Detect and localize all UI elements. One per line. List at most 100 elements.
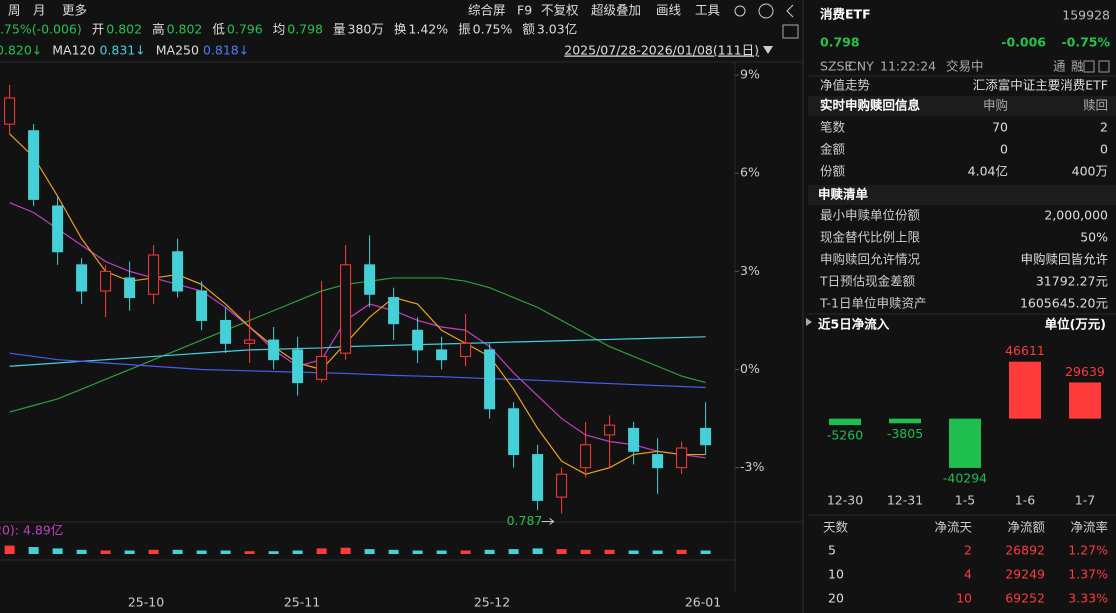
candle-body [244, 339, 256, 344]
row-label: 笔数 [820, 120, 846, 135]
cell: 26892 [1005, 543, 1045, 558]
icon[interactable] [1083, 60, 1095, 73]
y-tick-label: 9% [740, 67, 760, 82]
cell: 1.27% [1068, 543, 1108, 558]
toolbar-button[interactable]: 不复权 [541, 3, 579, 18]
candle-body [676, 447, 688, 469]
row-value: 4.04亿 [968, 164, 1008, 179]
column-header: 赎回 [1083, 98, 1108, 113]
y-tick-label: 6% [740, 165, 760, 180]
bar [829, 418, 861, 426]
date-range[interactable]: 2025/07/28-2026/01/08(111日) [564, 43, 759, 58]
row-value: 2 [1100, 120, 1108, 135]
candle-body [124, 277, 136, 299]
ma-line [9, 202, 706, 459]
candle-body [172, 251, 184, 292]
y-tick-label: -3% [740, 459, 764, 474]
cell: 1.37% [1068, 567, 1108, 582]
expand-icon[interactable] [806, 318, 812, 326]
candle-body [196, 290, 208, 321]
badge: 通 [1053, 59, 1066, 74]
period-tab[interactable]: 周 [8, 3, 21, 18]
row-value: 400万 [1072, 164, 1108, 179]
chart-title: 近5日净流入 [818, 317, 890, 332]
change: -0.006 [1001, 35, 1046, 50]
volume-bar [196, 550, 207, 554]
section-bg [808, 185, 1116, 205]
period-tab[interactable]: 更多 [62, 3, 87, 18]
value-label: 46611 [1005, 343, 1045, 358]
y-tick-label: 3% [740, 263, 760, 278]
cell: 5 [828, 543, 836, 558]
volume-bar [652, 550, 663, 554]
column-header: 申购 [983, 98, 1008, 113]
status: 交易中 [946, 59, 984, 74]
volume-bar [268, 551, 279, 554]
volume-bar [628, 550, 639, 554]
toolbar-button[interactable]: F9 [517, 3, 532, 18]
settings-icon[interactable] [734, 5, 746, 17]
quote-label: 开 [92, 22, 105, 37]
ma-value: 0.831↓ [99, 43, 145, 58]
back-icon[interactable] [786, 4, 794, 18]
candle-body [148, 254, 160, 295]
volume-bar [148, 549, 159, 554]
candle-body [28, 130, 40, 200]
quote-value: 1.42% [408, 22, 448, 37]
candle-body [268, 339, 280, 361]
candle-body [532, 454, 544, 501]
column-header: 天数 [823, 520, 849, 535]
candle-body [628, 427, 640, 452]
candle-body [316, 355, 328, 380]
volume-bar [244, 551, 255, 554]
badge: 融 [1071, 59, 1084, 74]
column-header: 净流天 [934, 520, 972, 535]
ma-line [9, 352, 706, 389]
quote-value: 380万 [348, 22, 384, 37]
candle-body [340, 264, 352, 354]
toolbar-button[interactable]: 画线 [656, 3, 682, 18]
cell: 20 [828, 591, 844, 606]
volume-bar [340, 547, 351, 554]
row-label: 现金替代比例上限 [820, 230, 921, 245]
row-value: 0 [1000, 142, 1008, 157]
volume-bar [412, 550, 423, 554]
x-tick-label: 1-6 [1015, 493, 1035, 508]
wp-icon[interactable] [782, 24, 799, 39]
cell: 4 [964, 567, 972, 582]
toolbar-button[interactable]: 综合屏 [468, 3, 506, 18]
candle-body [412, 329, 424, 351]
volume-bar [28, 547, 39, 554]
volume-bar [508, 549, 519, 554]
candle-body [652, 454, 664, 469]
volume-bar [580, 549, 591, 554]
volume-bar [76, 549, 87, 554]
toolbar-button[interactable]: 工具 [695, 3, 721, 18]
value-label: -40294 [943, 470, 987, 485]
menu-icon[interactable] [758, 3, 774, 19]
quote-value: 0.802 [167, 22, 203, 37]
status: CNY [848, 59, 874, 74]
volume-bar [460, 550, 471, 554]
period-tab[interactable]: 月 [33, 3, 46, 18]
row-label[interactable]: 净值走势 [820, 78, 871, 93]
quote-label: 额 [522, 22, 535, 37]
x-tick-label: 25-12 [474, 595, 510, 610]
volume-bar [316, 548, 327, 554]
bar [949, 418, 981, 468]
ma-line [9, 277, 706, 413]
quote-label: 高 [152, 22, 165, 37]
volume-bar [100, 550, 111, 554]
row-label: 金额 [820, 142, 846, 157]
quote-value: 0.798 [287, 22, 323, 37]
bar [1009, 361, 1041, 419]
toolbar-button[interactable]: 超级叠加 [591, 3, 641, 18]
candle-body [4, 97, 16, 125]
dropdown-icon[interactable] [763, 46, 773, 54]
section-bg [808, 96, 1116, 116]
quote-value: 0.796 [227, 22, 263, 37]
icon[interactable] [1098, 60, 1110, 73]
candle-body [460, 342, 472, 357]
